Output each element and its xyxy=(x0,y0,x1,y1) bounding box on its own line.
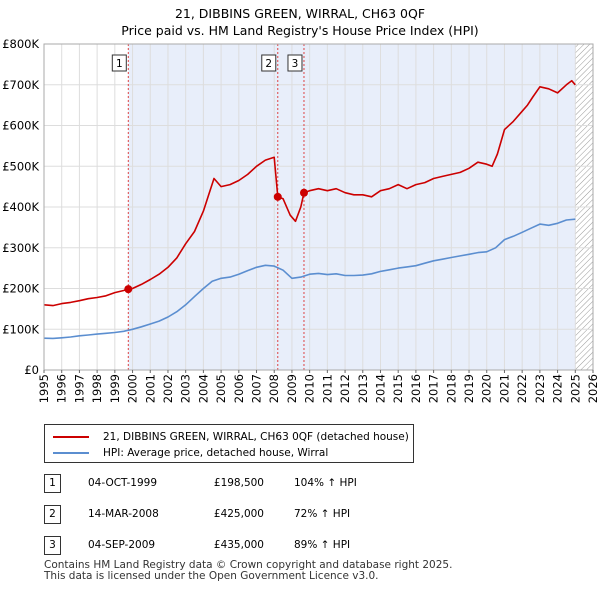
chart-title-line1: 21, DIBBINS GREEN, WIRRAL, CH63 0QF xyxy=(174,6,426,21)
x-tick-label: 2001 xyxy=(143,374,157,403)
x-tick-label: 2003 xyxy=(179,374,193,403)
x-tick-label: 2013 xyxy=(356,374,370,403)
footer-line2: This data is licensed under the Open Gov… xyxy=(44,570,379,582)
x-tick-label: 1997 xyxy=(72,374,86,403)
x-tick-label: 2015 xyxy=(391,374,405,403)
x-tick-label: 1996 xyxy=(55,374,69,403)
x-tick-label: 2009 xyxy=(285,374,299,403)
x-tick-label: 2021 xyxy=(497,374,511,403)
x-tick-label: 2026 xyxy=(586,374,600,403)
chart-title: 21, DIBBINS GREEN, WIRRAL, CH63 0QF Pric… xyxy=(0,5,600,39)
sale-point xyxy=(273,192,282,201)
x-tick-label: 2006 xyxy=(232,374,246,403)
legend-item-hpi: HPI: Average price, detached house, Wirr… xyxy=(53,446,328,460)
x-tick-label: 1999 xyxy=(108,374,122,403)
chart-title-line2: Price paid vs. HM Land Registry's House … xyxy=(121,23,479,38)
y-tick-label: £500K xyxy=(2,159,39,173)
transaction-price: £425,000 xyxy=(213,508,264,520)
x-axis-ticks: 1995 1996 1997 1998 1999 2000 2001 2002 2003 2004… xyxy=(37,370,600,403)
transaction-price: £435,000 xyxy=(213,539,264,551)
transaction-number: 2 xyxy=(44,505,61,524)
x-tick-label: 1995 xyxy=(37,374,51,403)
footer-attribution: Contains HM Land Registry data © Crown c… xyxy=(44,560,452,582)
x-tick-label: 2004 xyxy=(196,374,210,403)
transaction-date: 14-MAR-2008 xyxy=(88,508,159,520)
sale-point xyxy=(124,285,133,294)
transaction-date: 04-SEP-2009 xyxy=(88,539,156,551)
x-tick-label: 2018 xyxy=(444,374,458,403)
transaction-date: 04-OCT-1999 xyxy=(88,477,157,489)
y-tick-label: £400K xyxy=(2,200,39,214)
legend-label-property: 21, DIBBINS GREEN, WIRRAL, CH63 0QF (det… xyxy=(103,431,409,443)
x-tick-label: 2022 xyxy=(515,374,529,403)
sale-label-box xyxy=(111,54,127,72)
plot-border xyxy=(43,43,594,371)
line-chart: 1 2 3 £0 £100K £200K £300K £400K £500K £600K £700… xyxy=(2,37,600,403)
x-tick-label: 2002 xyxy=(161,374,175,403)
y-tick-label: £100K xyxy=(2,322,39,336)
x-tick-label: 2011 xyxy=(320,374,334,403)
transaction-price: £198,500 xyxy=(213,477,264,489)
legend: 21, DIBBINS GREEN, WIRRAL, CH63 0QF (det… xyxy=(44,424,414,463)
hpi-line xyxy=(44,218,576,340)
x-tick-label: 2019 xyxy=(462,374,476,403)
legend-item-property: 21, DIBBINS GREEN, WIRRAL, CH63 0QF (det… xyxy=(53,430,409,444)
sale-label-number: 2 xyxy=(265,58,272,70)
y-axis-ticks: £0 £100K £200K £300K £400K £500K £600K £700K £80… xyxy=(2,37,39,377)
x-tick-label: 2020 xyxy=(480,374,494,403)
sale-labels: 1 2 3 xyxy=(111,54,303,72)
legend-label-hpi: HPI: Average price, detached house, Wirr… xyxy=(103,447,329,459)
y-tick-label: £0 xyxy=(24,363,39,377)
x-tick-label: 2010 xyxy=(303,374,317,403)
y-tick-label: £200K xyxy=(2,282,39,296)
x-tick-label: 1998 xyxy=(90,374,104,403)
x-tick-label: 2014 xyxy=(373,374,387,403)
transaction-hpi-change: 89% ↑ HPI xyxy=(294,539,351,551)
y-tick-label: £700K xyxy=(2,78,39,92)
y-tick-label: £800K xyxy=(2,37,39,51)
y-tick-label: £600K xyxy=(2,119,39,133)
legend-swatch-property xyxy=(53,436,89,438)
transaction-hpi-change: 72% ↑ HPI xyxy=(294,508,351,520)
x-tick-label: 2007 xyxy=(250,374,264,403)
x-tick-label: 2005 xyxy=(214,374,228,403)
x-tick-label: 2017 xyxy=(427,374,441,403)
sale-points xyxy=(124,188,308,294)
transaction-hpi-change: 104% ↑ HPI xyxy=(294,477,357,489)
x-tick-label: 2016 xyxy=(409,374,423,403)
footer-line1: Contains HM Land Registry data © Crown c… xyxy=(44,559,453,571)
x-tick-label: 2008 xyxy=(267,374,281,403)
x-tick-label: 2012 xyxy=(338,374,352,403)
x-tick-label: 2025 xyxy=(568,374,582,403)
transaction-number: 3 xyxy=(44,536,61,555)
sale-label-box xyxy=(287,54,303,72)
legend-swatch-hpi xyxy=(53,452,89,454)
sale-label-number: 1 xyxy=(116,58,123,70)
x-tick-label: 2023 xyxy=(533,374,547,403)
y-tick-label: £300K xyxy=(2,241,39,255)
sale-label-number: 3 xyxy=(292,58,299,70)
transaction-number: 1 xyxy=(44,474,61,493)
x-tick-label: 2000 xyxy=(126,374,140,403)
x-tick-label: 2024 xyxy=(551,374,565,403)
sale-point xyxy=(299,188,308,197)
sale-label-box xyxy=(261,54,277,72)
